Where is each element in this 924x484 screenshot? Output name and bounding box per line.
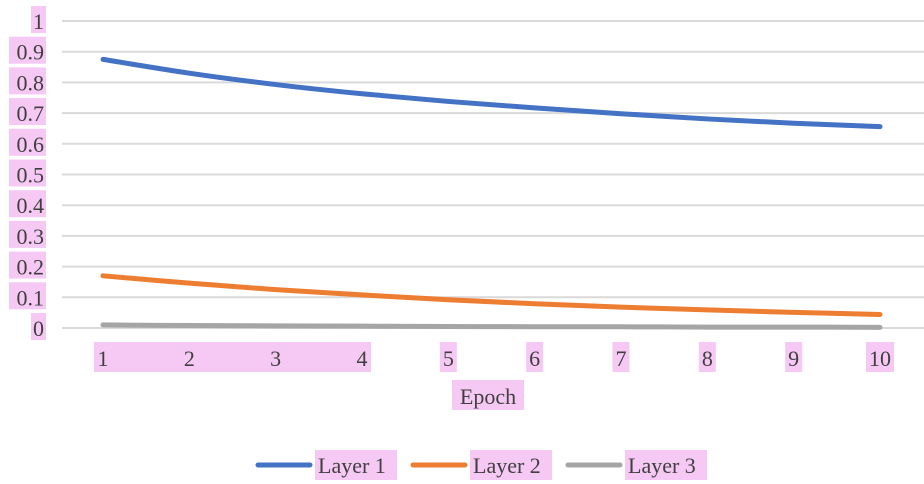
x-tick-label: 2 xyxy=(184,346,195,371)
y-tick-highlight xyxy=(9,36,46,64)
legend-label-layer-3: Layer 3 xyxy=(628,453,696,478)
x-tick-highlight xyxy=(866,342,894,372)
y-axis-ticks: 0 0.1 0.2 0.3 0.4 0.5 0.6 0.7 0.8 0.9 1 xyxy=(9,6,46,341)
y-tick-highlight xyxy=(31,313,46,340)
x-tick-label: 3 xyxy=(270,346,281,371)
y-tick-label: 0.1 xyxy=(17,285,45,310)
x-tick-label: 9 xyxy=(788,346,799,371)
legend: Layer 1 Layer 2 Layer 3 xyxy=(255,450,707,480)
y-tick-highlight xyxy=(9,190,46,218)
x-tick-highlight xyxy=(439,342,457,372)
y-tick-label: 0.9 xyxy=(17,40,45,65)
legend-label-layer-1: Layer 1 xyxy=(318,453,386,478)
series-line-layer-2 xyxy=(100,273,883,317)
x-tick-highlight xyxy=(94,342,371,372)
series-line-layer-3 xyxy=(100,322,883,330)
y-tick-highlight xyxy=(9,98,46,126)
gridlines xyxy=(62,20,924,329)
y-tick-label: 0.2 xyxy=(17,255,45,280)
y-tick-label: 0.6 xyxy=(17,132,45,157)
y-tick-highlight xyxy=(9,220,46,248)
x-axis-ticks: 1 2 3 4 5 6 7 8 9 10 xyxy=(94,342,894,372)
y-tick-label: 1 xyxy=(33,9,44,34)
legend-label-layer-2: Layer 2 xyxy=(473,453,541,478)
x-tick-label: 4 xyxy=(357,346,368,371)
x-tick-highlight xyxy=(526,342,544,372)
legend-label-highlight xyxy=(470,450,552,480)
y-tick-highlight xyxy=(9,159,46,187)
x-tick-highlight xyxy=(698,342,716,372)
y-tick-highlight xyxy=(9,282,46,310)
series-line-layer-1 xyxy=(100,56,883,130)
x-axis-title: Epoch xyxy=(460,384,516,409)
x-tick-label: 7 xyxy=(616,346,627,371)
legend-label-highlight xyxy=(625,450,707,480)
y-tick-highlight xyxy=(9,128,46,156)
y-tick-label: 0.4 xyxy=(17,193,45,218)
x-tick-label: 8 xyxy=(702,346,713,371)
y-tick-highlight xyxy=(31,6,46,33)
x-tick-label: 1 xyxy=(98,346,109,371)
y-tick-label: 0.8 xyxy=(17,70,45,95)
x-tick-highlight xyxy=(612,342,630,372)
x-tick-highlight xyxy=(785,342,803,372)
x-axis-title-highlight xyxy=(452,380,524,410)
x-tick-label: 6 xyxy=(529,346,540,371)
legend-label-highlight xyxy=(315,450,397,480)
y-tick-label: 0 xyxy=(33,316,44,341)
series-lines xyxy=(100,56,883,330)
y-tick-highlight xyxy=(9,251,46,279)
y-tick-label: 0.5 xyxy=(17,163,45,188)
y-tick-label: 0.7 xyxy=(17,101,45,126)
x-tick-label: 5 xyxy=(443,346,454,371)
y-tick-label: 0.3 xyxy=(17,224,45,249)
y-tick-highlight xyxy=(9,67,46,95)
x-tick-label: 10 xyxy=(869,346,891,371)
x-axis-title-group: Epoch xyxy=(452,380,524,410)
